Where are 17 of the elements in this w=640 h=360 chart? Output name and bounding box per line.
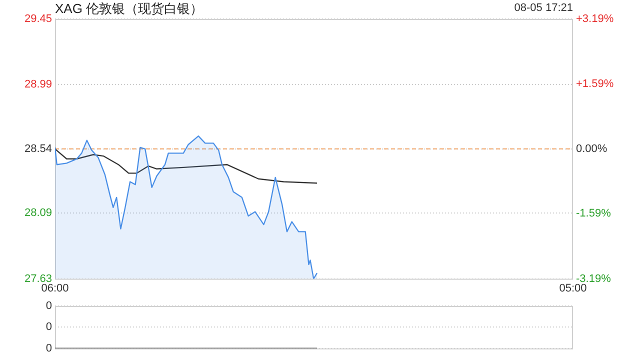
y-tick-label: 27.63 [24,272,52,285]
y-tick-label: 29.45 [24,13,52,26]
y-tick-label: 28.09 [24,207,52,220]
y-tick-label: 0 [46,342,52,354]
y2-tick-label: -3.19% [576,272,612,285]
y2-tick-label: +1.59% [576,78,614,90]
y2-tick-label: 0.00% [576,142,608,155]
x-tick-label: 05:00 [559,282,587,294]
x-tick-label: 06:00 [41,282,69,294]
text: 08-05 17:21 [514,2,573,14]
y-tick-label: 0 [46,321,52,334]
y-tick-label: 28.54 [24,142,52,155]
y2-tick-label: +3.19% [576,13,614,26]
y2-tick-label: -1.59% [576,208,612,220]
chart-title: XAG 伦敦银（现货白银） [55,0,204,18]
y-tick-label: 0 [46,300,52,312]
y-tick-label: 28.99 [24,78,52,91]
